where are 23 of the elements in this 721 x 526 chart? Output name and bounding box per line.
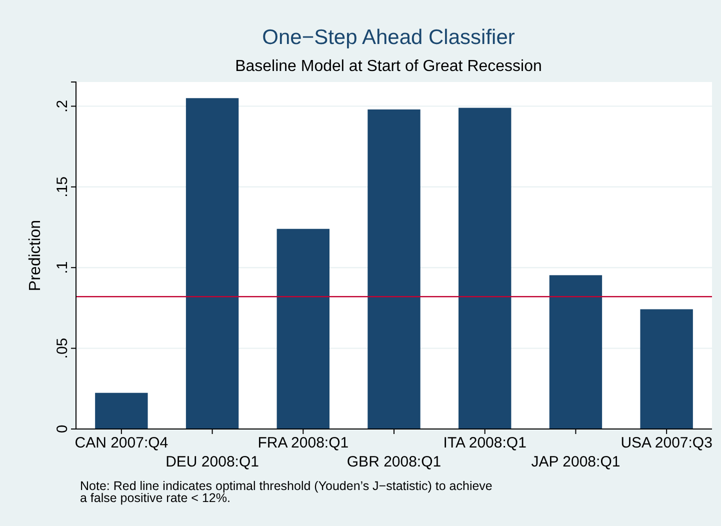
bar <box>458 108 512 429</box>
chart-title: One−Step Ahead Classifier <box>262 26 515 49</box>
bar <box>276 228 330 429</box>
bar <box>368 109 420 429</box>
x-tick-label: GBR 2008:Q1 <box>346 453 442 470</box>
y-tick-label: .2 <box>54 100 71 112</box>
bar <box>549 275 602 429</box>
bar <box>640 309 693 429</box>
x-tick-label: ITA 2008:Q1 <box>443 434 526 452</box>
y-axis-title: Prediction <box>27 220 44 292</box>
x-tick-label: DEU 2008:Q1 <box>166 453 259 470</box>
y-tick-label: .05 <box>54 338 71 359</box>
x-tick-label: USA 2007:Q3 <box>620 434 712 452</box>
text: Note: Red line indicates optimal threshold (Youden’s J−statistic) to achieve a false positive rate < 12%. <box>80 479 492 505</box>
bar <box>95 392 148 429</box>
bar <box>186 98 239 429</box>
chart-subtitle: Baseline Model at Start of Great Recession <box>235 58 542 75</box>
y-tick-label: .15 <box>54 176 71 198</box>
y-tick-label: 0 <box>54 424 71 434</box>
x-tick-label: CAN 2007:Q4 <box>74 434 168 452</box>
x-tick-label: JAP 2008:Q1 <box>531 453 620 470</box>
x-tick-label: FRA 2008:Q1 <box>258 434 349 452</box>
y-tick-label: .1 <box>54 261 71 274</box>
